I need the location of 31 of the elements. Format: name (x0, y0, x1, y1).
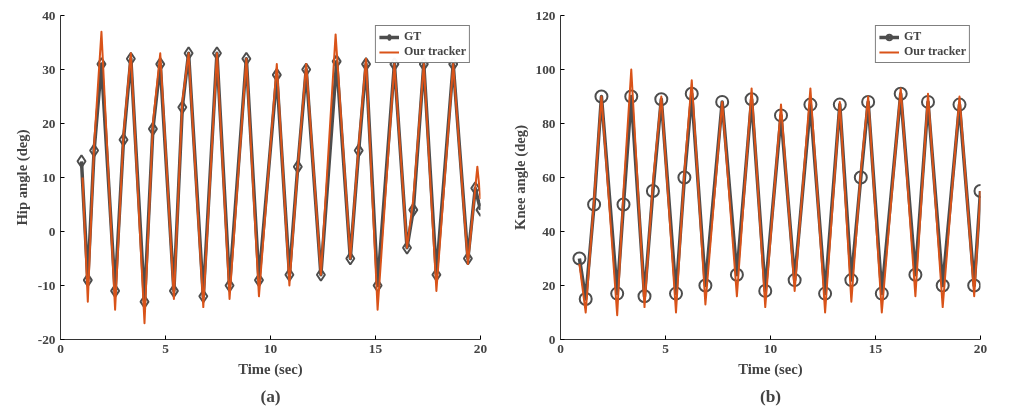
y-axis-title: Knee angle (deg) (511, 124, 529, 231)
y-tick-label: -20 (37, 331, 56, 347)
legend-label: GT (403, 29, 423, 44)
legend-label: Our tracker (903, 44, 966, 59)
y-tick-label: 60 (542, 169, 556, 185)
y-tick-label: -10 (37, 277, 56, 293)
text: (a) (260, 386, 281, 406)
legend-label: Our tracker (403, 44, 466, 59)
x-tick-label: 15 (368, 340, 383, 356)
y-tick-label: 10 (42, 169, 56, 185)
x-tick-label: 20 (473, 340, 488, 356)
y-tick-label: 0 (48, 223, 56, 239)
y-tick-label: 40 (542, 223, 556, 239)
y-tick-label: 20 (542, 277, 556, 293)
x-tick-label: 10 (763, 340, 778, 356)
x-tick-label: 5 (162, 340, 170, 356)
y-tick-label: 120 (535, 7, 556, 23)
x-axis-title: Time (sec) (238, 360, 303, 378)
legend-label: GT (903, 29, 923, 44)
y-axis-title: Hip angle (deg) (13, 129, 31, 226)
x-tick-label: 15 (868, 340, 883, 356)
y-tick-label: 100 (535, 61, 556, 77)
y-tick-label: 20 (42, 115, 56, 131)
text: (b) (759, 386, 782, 406)
y-tick-label: 30 (42, 61, 56, 77)
x-tick-label: 20 (973, 340, 988, 356)
x-axis-title: Time (sec) (738, 360, 803, 378)
y-tick-label: 40 (42, 7, 56, 23)
x-tick-label: 10 (263, 340, 278, 356)
x-tick-label: 5 (662, 340, 670, 356)
y-tick-label: 80 (542, 115, 556, 131)
